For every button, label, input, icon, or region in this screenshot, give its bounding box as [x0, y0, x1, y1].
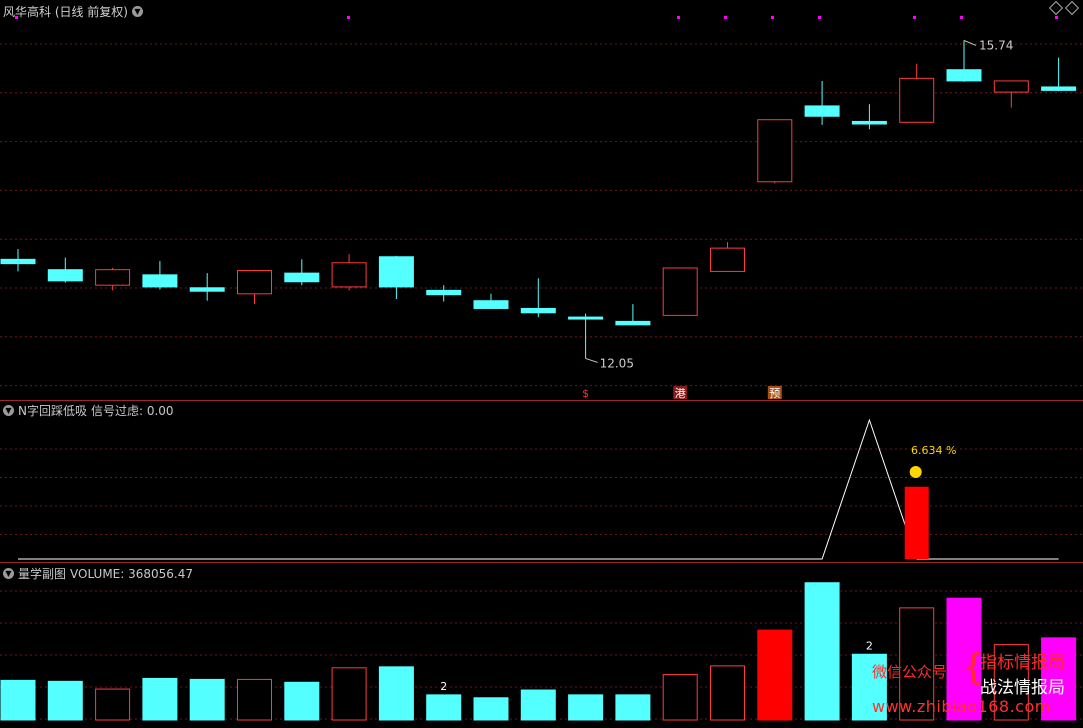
watermark-line3: 战法情报局 [980, 678, 1065, 698]
high-pointer [963, 39, 977, 46]
indicator-bar [904, 486, 929, 559]
candle-body [473, 300, 509, 309]
volume-bar [520, 689, 556, 721]
signal-marker-bg [673, 386, 688, 399]
signal-dot [818, 16, 821, 19]
signal-dot [347, 16, 350, 19]
signal-dot [913, 16, 916, 19]
signal-marker-bg [578, 386, 593, 399]
low-pointer [585, 357, 598, 363]
watermark-line2: 指标情报局 [980, 653, 1065, 673]
candle-body [331, 262, 367, 288]
signal-dot [15, 16, 18, 19]
volume-bar [331, 667, 367, 721]
candle-body [757, 119, 793, 183]
candle-body [95, 269, 131, 286]
indicator-title[interactable]: N字回踩低吸 [18, 404, 87, 418]
candle-body [189, 287, 225, 292]
signal-marker: $ [582, 387, 589, 400]
volume-bar [142, 677, 178, 721]
candle-body [804, 105, 840, 117]
indicator-value-label: 6.634 % [911, 444, 956, 457]
dropdown-icon[interactable]: ▼ [3, 405, 14, 416]
candle-body [993, 80, 1029, 93]
volume-bar [710, 665, 745, 721]
low-price-label: 12.05 [600, 356, 634, 370]
candle-body [378, 256, 414, 288]
signal-marker: 港 [675, 387, 686, 400]
stock-title[interactable]: 风华高科 (日线 前复权) [3, 5, 128, 19]
candle-body [426, 289, 462, 296]
volume-bar [0, 679, 36, 721]
signal-dot [724, 16, 727, 19]
volume-bar [804, 582, 840, 721]
candle-body [520, 307, 556, 314]
candle-body [615, 320, 651, 326]
high-price-label: 15.74 [979, 38, 1013, 52]
volume-bar [946, 597, 982, 721]
volume-label: 2 [440, 680, 447, 693]
watermark-url: www.zhibiao168.com [872, 697, 1051, 716]
watermark-wechat: 微信公众号 [872, 663, 948, 681]
volume-bar [378, 666, 414, 721]
volume-title[interactable]: 量学副图 [18, 567, 67, 581]
candle-body [284, 272, 320, 283]
signal-dot [1055, 16, 1058, 19]
smiley-icon [909, 466, 922, 478]
volume-bar [993, 644, 1029, 721]
candle-body [851, 120, 887, 125]
signal-dot [771, 16, 774, 19]
volume-bar [237, 678, 272, 721]
volume-bar [426, 694, 462, 721]
signal-marker: 预 [769, 387, 780, 400]
candle-body [899, 77, 935, 123]
main-chart-header[interactable]: 风华高科 (日线 前复权) ▼ [3, 3, 143, 20]
volume-bar [1041, 637, 1077, 721]
signal-dot [960, 16, 963, 19]
candle-body [0, 258, 36, 265]
volume-bar [473, 697, 509, 721]
candle-body [710, 247, 745, 272]
watermark-brace: { [962, 647, 985, 688]
volume-header[interactable]: ▼ 量学副图 VOLUME: 368056.47 [3, 565, 193, 582]
volume-bar [899, 607, 935, 721]
volume-bar [757, 629, 793, 721]
candle-body [662, 267, 698, 316]
candle-body [1041, 86, 1077, 91]
candle-body [47, 269, 83, 282]
candle-body [946, 69, 982, 82]
candle-body [237, 270, 272, 295]
indicator-signal: 信号过虑: 0.00 [90, 404, 174, 418]
indicator-line [18, 418, 1059, 560]
volume-bar [615, 694, 651, 721]
volume-label: 2 [866, 639, 873, 652]
volume-bar [189, 678, 225, 721]
volume-bar [284, 681, 320, 721]
volume-bar [47, 680, 83, 721]
signal-dot [677, 16, 680, 19]
indicator-header[interactable]: ▼ N字回踩低吸 信号过虑: 0.00 [3, 402, 174, 419]
volume-bar [95, 688, 131, 721]
volume-bar [662, 674, 698, 721]
volume-bar [568, 694, 604, 721]
volume-value: VOLUME: 368056.47 [70, 566, 194, 581]
dropdown-icon[interactable]: ▼ [132, 6, 143, 17]
candle-body [142, 274, 178, 288]
dropdown-icon[interactable]: ▼ [3, 568, 14, 579]
volume-bar [851, 653, 887, 721]
signal-marker-bg [767, 386, 782, 399]
candle-body [568, 316, 604, 320]
